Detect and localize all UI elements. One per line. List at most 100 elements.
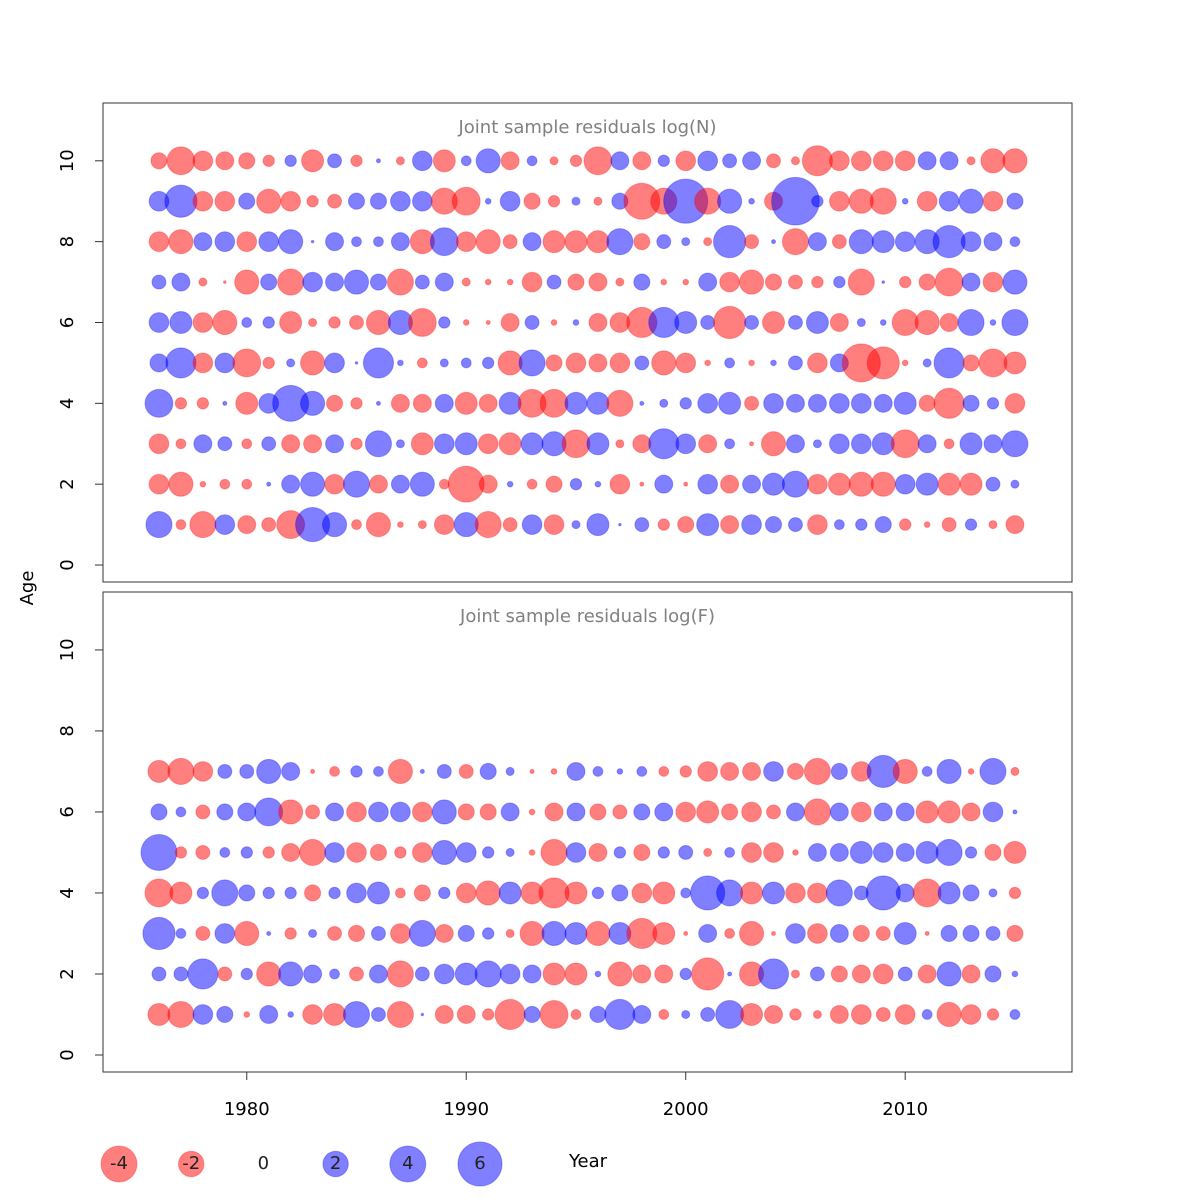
residual-bubble <box>895 802 915 822</box>
residual-bubble <box>147 1002 171 1027</box>
residual-bubble <box>660 278 668 286</box>
residual-bubble <box>697 473 719 495</box>
residual-bubble <box>347 192 366 210</box>
plot-frame <box>102 102 1073 583</box>
residual-bubble <box>368 964 388 984</box>
residual-bubble <box>479 762 497 780</box>
residual-bubble <box>349 966 364 982</box>
residual-bubble <box>766 804 781 820</box>
residual-bubble <box>310 239 315 244</box>
residual-bubble <box>261 517 277 533</box>
residual-bubble <box>727 971 733 977</box>
residual-bubble <box>870 471 896 497</box>
residual-bubble <box>436 763 452 779</box>
residual-bubble <box>390 801 411 823</box>
residual-bubble <box>803 757 831 785</box>
residual-bubble <box>612 804 628 820</box>
residual-bubble <box>720 474 740 494</box>
residual-bubble <box>830 762 848 780</box>
residual-bubble <box>890 429 920 459</box>
legend-bubble <box>322 1150 349 1178</box>
residual-bubble <box>475 229 501 255</box>
residual-bubble <box>308 928 318 938</box>
residual-bubble <box>195 925 211 941</box>
residual-bubble <box>439 358 449 368</box>
residual-bubble <box>932 225 966 259</box>
residual-bubble <box>807 352 828 374</box>
residual-bubble <box>261 436 277 452</box>
residual-bubble <box>895 883 915 903</box>
residual-bubble <box>395 156 405 166</box>
residual-bubble <box>1011 970 1019 978</box>
residual-bubble <box>696 800 720 824</box>
residual-bubble <box>481 846 495 859</box>
residual-bubble <box>411 150 433 172</box>
residual-bubble <box>607 961 633 987</box>
residual-bubble <box>195 844 211 860</box>
residual-bubble <box>894 150 916 172</box>
residual-bubble <box>542 230 566 254</box>
residual-bubble <box>741 801 762 823</box>
residual-bubble <box>260 273 278 291</box>
residual-bubble <box>394 887 406 899</box>
residual-bubble <box>894 1004 916 1025</box>
residual-bubble <box>564 391 588 415</box>
residual-bubble <box>262 356 275 370</box>
residual-bubble <box>539 1000 569 1029</box>
residual-bubble <box>475 148 501 174</box>
residual-bubble <box>583 146 613 176</box>
residual-bubble <box>785 882 806 904</box>
residual-bubble <box>433 514 455 535</box>
y-tick-label: 0 <box>57 1049 78 1060</box>
residual-bubble <box>350 765 363 778</box>
residual-bubble <box>828 433 850 455</box>
residual-bubble <box>569 477 583 491</box>
residual-bubble <box>982 271 1004 293</box>
residual-bubble <box>524 315 540 330</box>
residual-bubble <box>193 232 213 252</box>
residual-bubble <box>543 514 565 535</box>
residual-bubble <box>390 393 410 413</box>
residual-bubble <box>785 802 805 822</box>
residual-bubble <box>936 758 962 785</box>
residual-bubble <box>923 521 931 528</box>
residual-bubble <box>703 237 713 247</box>
residual-bubble <box>434 272 454 292</box>
residual-bubble <box>657 154 670 167</box>
y-tick-label: 10 <box>57 149 78 172</box>
residual-bubble <box>940 924 958 943</box>
residual-bubble <box>958 188 984 214</box>
residual-bubble <box>411 801 433 823</box>
residual-bubble <box>350 154 363 167</box>
residual-bubble <box>873 802 893 822</box>
residual-bubble <box>240 846 253 859</box>
residual-bubble <box>407 308 437 337</box>
residual-bubble <box>539 388 569 418</box>
residual-bubble <box>395 439 405 449</box>
residual-bubble <box>506 480 514 488</box>
residual-bubble <box>362 347 395 379</box>
residual-bubble <box>921 1009 933 1020</box>
residual-bubble <box>594 970 602 978</box>
residual-bubble <box>872 150 894 172</box>
residual-bubble <box>989 319 997 326</box>
y-tick-label: 8 <box>57 725 78 736</box>
residual-bubble <box>481 1008 495 1021</box>
residual-bubble <box>499 190 521 212</box>
residual-bubble <box>856 317 866 328</box>
residual-bubble <box>386 268 414 296</box>
residual-bubble <box>502 517 518 533</box>
residual-bubble <box>346 801 367 823</box>
residual-bubble <box>594 480 602 488</box>
residual-bubble <box>697 761 719 782</box>
residual-bubble <box>1012 809 1018 815</box>
residual-bubble <box>570 1009 582 1020</box>
residual-bubble <box>933 387 965 419</box>
residual-bubble <box>829 312 849 332</box>
residual-bubble <box>500 151 520 171</box>
residual-bubble <box>912 878 942 908</box>
residual-bubble <box>588 272 608 292</box>
residual-bubble <box>792 849 799 856</box>
residual-bubble <box>216 803 234 821</box>
residual-bubble <box>187 958 219 990</box>
